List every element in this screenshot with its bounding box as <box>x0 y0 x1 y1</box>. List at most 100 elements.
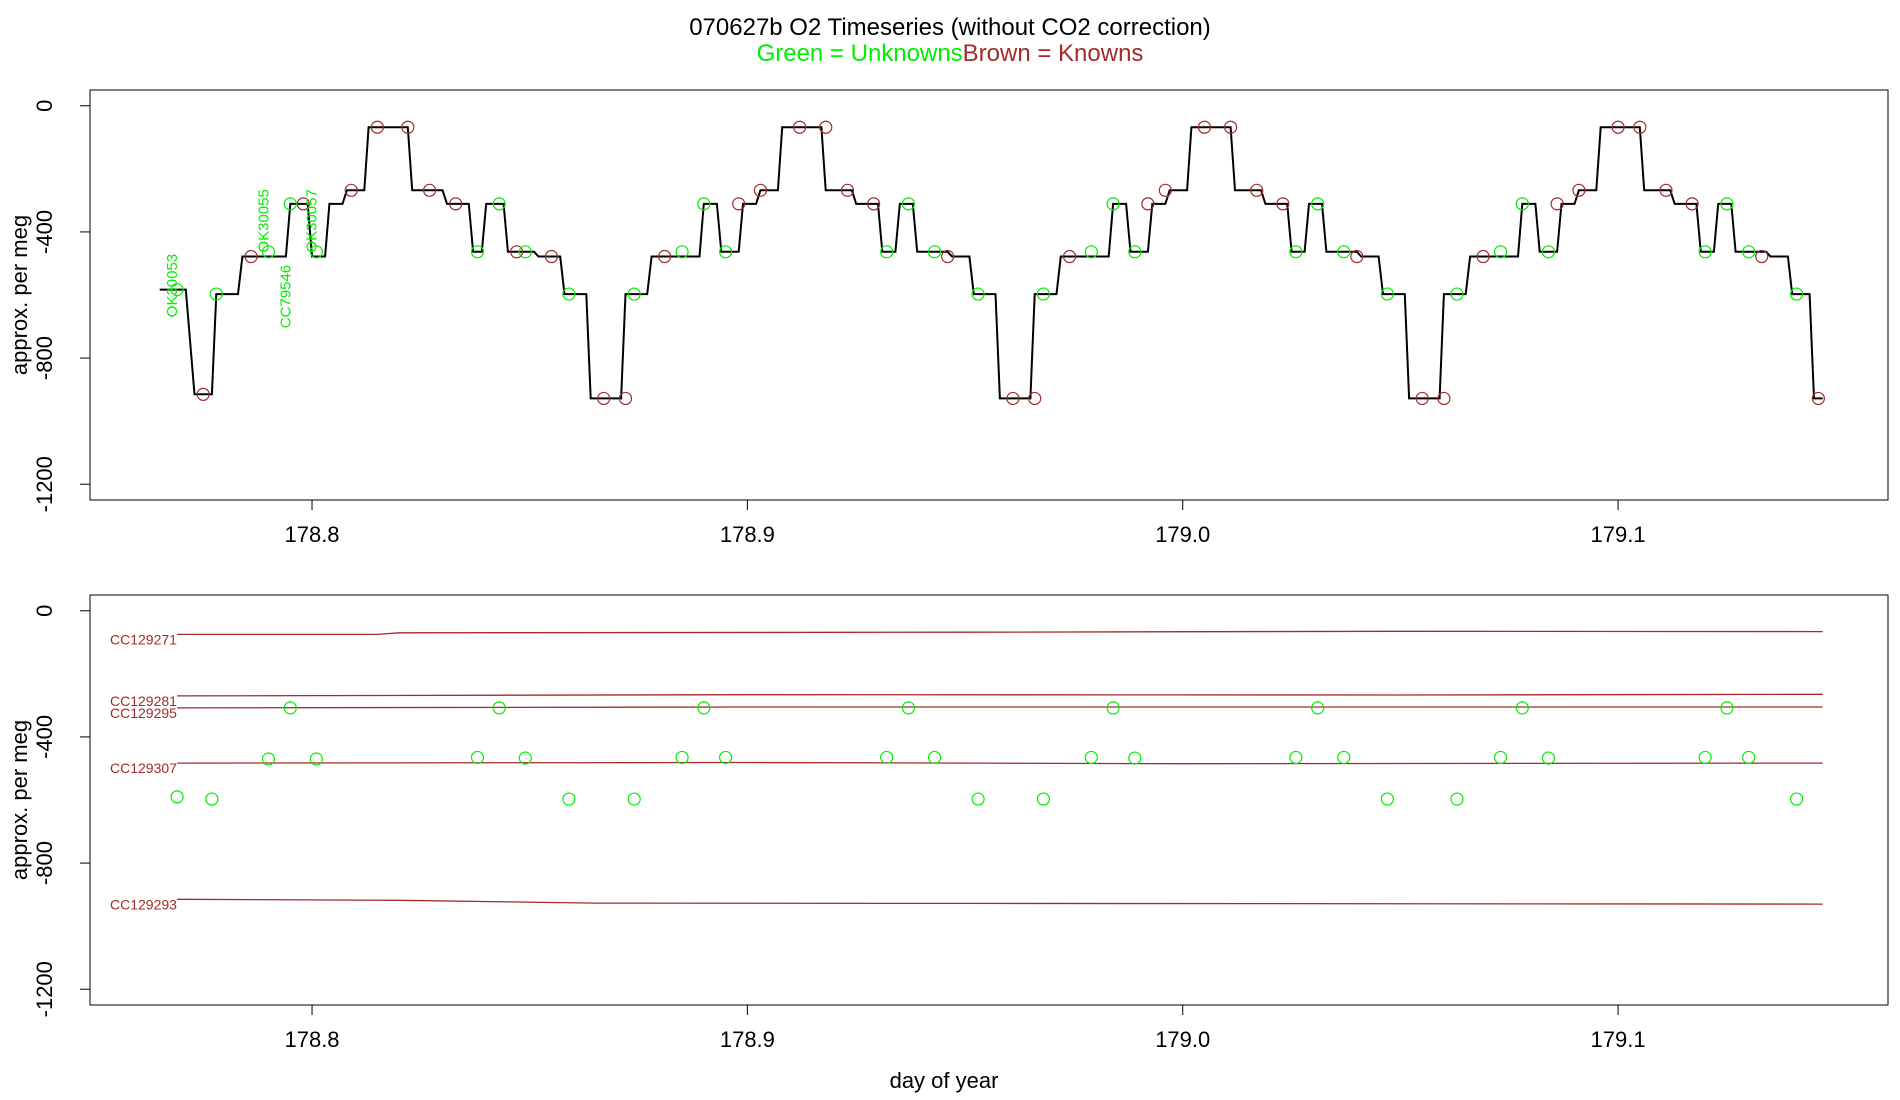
unknown-point <box>1337 750 1351 765</box>
chart-title: 070627b O2 Timeseries (without CO2 corre… <box>689 14 1211 41</box>
unknown-point <box>1311 701 1325 715</box>
known-point <box>296 197 310 211</box>
unknown-point <box>1720 197 1734 211</box>
unknown-point <box>1337 245 1351 259</box>
known-point <box>753 183 768 197</box>
x-tick-label: 178.8 <box>284 1027 339 1052</box>
unknown-point <box>492 701 506 715</box>
known-point <box>1659 183 1673 197</box>
known-point <box>1062 249 1077 264</box>
known-point <box>1633 120 1647 134</box>
x-tick-label: 178.8 <box>284 522 339 547</box>
legend-knowns: Brown = Knowns <box>962 40 1144 67</box>
known-point <box>1437 391 1451 406</box>
unknown-point <box>309 245 323 259</box>
plot-frame <box>89 594 1889 1006</box>
unknown-point <box>1541 245 1556 259</box>
unknown-point <box>261 752 276 766</box>
unknown-point <box>470 750 485 765</box>
unknown-point <box>1289 245 1303 259</box>
unknown-point <box>205 792 219 806</box>
sample-label: CC79546 <box>277 265 294 328</box>
o2-trace-line <box>159 126 1823 400</box>
known-series-line <box>177 706 1823 709</box>
unknown-point <box>518 751 532 765</box>
unknown-point <box>675 750 689 765</box>
known-point <box>819 120 833 134</box>
unknown-point <box>627 792 641 806</box>
unknown-point <box>1742 245 1756 259</box>
known-point <box>1550 197 1564 211</box>
known-series-label: CC129281 <box>110 693 177 709</box>
known-point <box>1811 391 1825 406</box>
known-point <box>1028 391 1042 406</box>
plot-frame <box>89 89 1889 501</box>
known-point <box>658 249 672 264</box>
known-point <box>449 197 463 211</box>
x-tick-label: 178.9 <box>720 1027 775 1052</box>
unknown-point <box>1289 750 1303 765</box>
unknown-point <box>1698 750 1712 765</box>
unknown-point <box>880 245 894 259</box>
known-point <box>1006 391 1020 406</box>
sample-label: OK30055 <box>255 189 272 252</box>
unknown-point <box>1541 751 1556 765</box>
unknown-point <box>283 197 297 211</box>
unknown-point <box>1720 701 1734 715</box>
unknown-point <box>719 245 733 259</box>
known-point <box>732 197 746 211</box>
known-point <box>422 183 437 197</box>
y-tick-label: -800 <box>32 841 57 885</box>
unknown-point <box>1128 245 1142 259</box>
y-tick-label: -800 <box>32 336 57 380</box>
y-tick-label: 0 <box>32 100 57 112</box>
unknown-point <box>627 287 641 301</box>
unknown-point <box>470 245 485 259</box>
unknown-point <box>901 197 916 211</box>
known-series-label: CC129307 <box>110 760 177 776</box>
known-point <box>1350 249 1364 264</box>
known-point <box>867 197 881 211</box>
known-point <box>1141 197 1155 211</box>
unknown-point <box>1515 197 1529 211</box>
unknown-point <box>1036 792 1051 806</box>
unknown-point <box>927 245 942 259</box>
x-axis-label: day of year <box>890 1068 999 1093</box>
unknown-point <box>518 245 532 259</box>
known-point <box>1415 391 1429 406</box>
unknown-point <box>1742 750 1756 765</box>
known-point <box>510 245 524 259</box>
unknown-point <box>1311 197 1325 211</box>
known-point <box>1476 249 1490 264</box>
unknown-point <box>1380 287 1394 301</box>
x-tick-label: 179.1 <box>1591 1027 1646 1052</box>
unknown-point <box>697 197 711 211</box>
unknown-point <box>261 245 276 259</box>
known-point <box>1158 183 1172 197</box>
unknown-point <box>1084 245 1098 259</box>
chart-subtitle-legend: Green = UnknownsBrown = Knowns <box>0 40 1900 68</box>
y-tick-label: -1200 <box>32 456 57 512</box>
unknown-point <box>927 750 942 765</box>
unknown-point <box>880 750 894 765</box>
known-series-line <box>177 693 1823 697</box>
known-series-line <box>177 761 1823 765</box>
x-tick-label: 179.0 <box>1155 522 1210 547</box>
known-series-label: CC129293 <box>110 896 177 912</box>
known-point <box>544 249 559 264</box>
sample-label: OK30057 <box>303 189 320 252</box>
y-tick-label: 0 <box>32 605 57 617</box>
unknown-point <box>971 792 985 806</box>
unknown-point <box>170 283 184 297</box>
unknown-point <box>1380 792 1394 806</box>
unknown-point <box>1036 287 1051 301</box>
unknown-point <box>1493 750 1508 765</box>
y-tick-label: -400 <box>32 715 57 759</box>
unknown-point <box>719 750 733 765</box>
unknown-point <box>1106 701 1120 715</box>
unknown-point <box>1084 750 1098 765</box>
unknown-point <box>1515 701 1529 715</box>
known-point <box>244 249 258 264</box>
unknown-point <box>1789 287 1804 301</box>
